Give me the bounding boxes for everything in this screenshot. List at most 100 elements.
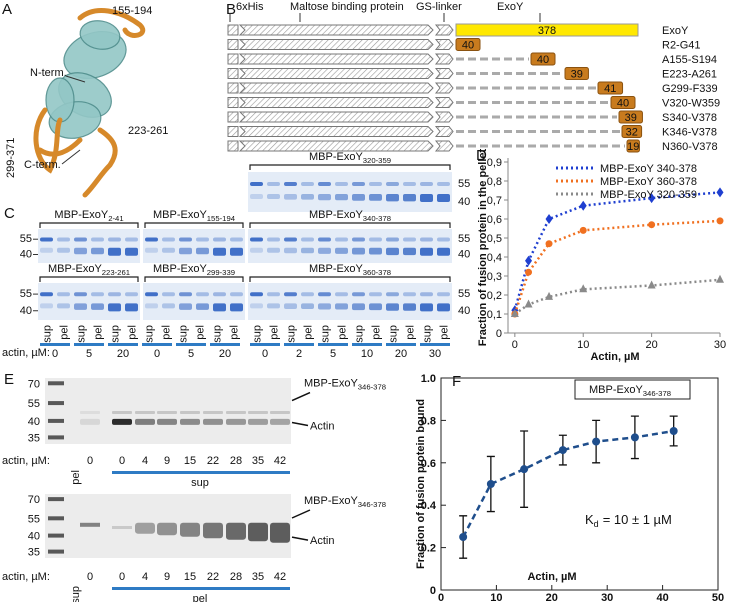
lane-label: sup [320,325,332,343]
condition-bar [108,343,138,346]
legend-label: MBP-ExoY 320-359 [600,189,697,201]
x-tick-label: 10 [490,592,502,602]
actin-value: 5 [188,348,194,360]
gel-band [335,194,348,201]
gs-linker [434,97,454,108]
lane-label: sup [422,325,434,343]
bracket [144,222,244,228]
gel-band [180,418,200,425]
gel-band [386,194,399,202]
gel-band [403,292,416,297]
ladder-band [48,418,64,423]
label-arrow [291,391,311,402]
gel-band [352,303,365,311]
marker-label: 70 [28,494,40,506]
gel-band [437,237,450,242]
marker-label: 40 [28,416,40,428]
gel-band [213,303,226,312]
point [669,427,678,435]
actin-value: 9 [164,571,170,583]
gel-band [403,237,416,242]
y-tick-label: 0.2 [421,543,436,555]
actin-value: 20 [117,348,129,360]
lane-label: sup [76,325,88,343]
mbp-domain [238,97,434,108]
gel-title-sub: 299-339 [207,268,235,277]
gel-band [386,303,399,311]
gel-band [403,182,416,186]
marker-label: 40 [458,249,470,261]
helix-domain [45,77,75,123]
gs-linker [434,53,454,65]
construct-name: A155-S194 [662,54,717,66]
y-tick-label: 0,5 [487,233,502,245]
lane-label: pel [59,325,71,340]
gel-band [420,303,433,312]
construct-name: R2-G41 [662,40,701,52]
length-label: 378 [538,25,556,37]
gel-band [40,303,53,309]
gel-band [80,522,100,527]
actin-value: 20 [395,348,407,360]
gel-band [437,182,450,186]
gel-title-sub: 340-378 [363,214,391,223]
annotation-k: K [585,512,594,527]
gel-band [57,303,70,309]
gel-band [57,247,70,253]
his-tag [227,97,239,108]
gel-band [386,237,399,242]
gel-band [335,292,348,297]
x-tick-label: 30 [714,339,726,351]
marker-label: 55 [20,288,32,300]
gel-band [112,411,132,414]
point [716,217,724,225]
x-tick-label: 40 [656,592,668,602]
gel-band [213,237,226,242]
domain-header: Maltose binding protein [290,1,404,13]
actin-value: 0 [119,571,125,583]
gel-band [230,292,243,297]
point [525,255,533,266]
lane-label: pel [195,325,207,340]
ladder-band [48,401,64,406]
gel-band [318,182,331,186]
label-arrow [291,509,311,519]
gel-band [270,411,290,414]
lane-label: sup [178,325,190,343]
point [647,280,656,289]
x-tick-label: 20 [645,339,657,351]
y-tick-label: 0.4 [421,500,437,512]
lane-label: sup [286,325,298,343]
exoy-fragment [597,81,624,95]
gel-band [420,292,433,297]
construct-name: K346-V378 [662,127,717,139]
gel-band [403,194,416,202]
gel-band [335,247,348,254]
gel-band [301,194,314,200]
gel [143,283,245,320]
gel-band [369,237,382,242]
condition-bar [210,343,240,346]
gel-band [162,237,175,242]
point [545,291,554,300]
band-label: Actin [310,421,334,433]
gel-title-sub: 2-41 [108,214,123,223]
mbp-domain [238,126,434,137]
gel-band [437,303,450,312]
point [510,309,519,317]
gel-band [226,522,246,540]
marker-label: 35 [28,432,40,444]
gel [143,229,245,263]
gs-linker [434,111,454,123]
lane-label: sup [191,477,209,489]
gel-band [301,237,314,242]
his-tag [227,24,239,36]
gel-band [108,237,121,242]
actin-value: 4 [142,455,148,467]
gel-band [125,247,138,256]
construct-name: S340-V378 [662,112,717,124]
gel-band [74,237,87,242]
mbp-domain [238,82,434,94]
gel-band [352,182,365,186]
bracket [39,276,139,282]
